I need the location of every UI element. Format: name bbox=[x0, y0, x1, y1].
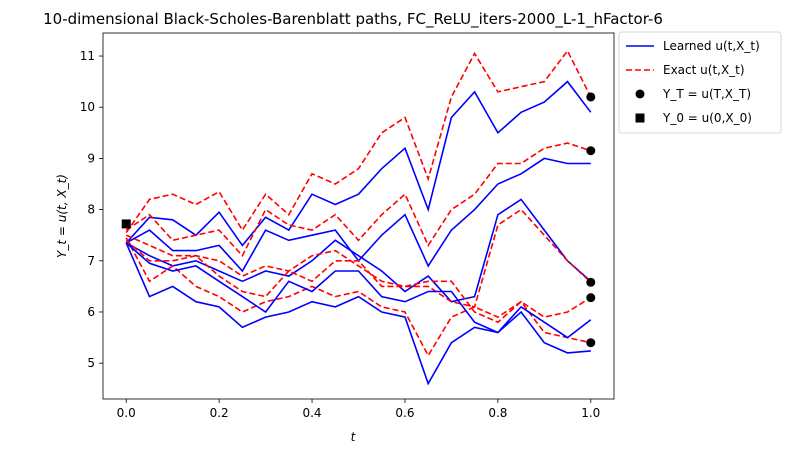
end-point-marker-1 bbox=[586, 146, 596, 156]
legend-label-2: Y_T = u(T,X_T) bbox=[662, 87, 751, 101]
series-line-learned-4 bbox=[125, 198, 592, 303]
series-line-exact-7 bbox=[125, 237, 591, 358]
legend-label-3: Y_0 = u(0,X_0) bbox=[662, 111, 752, 125]
series-line-exact-9 bbox=[125, 239, 592, 324]
series-line-exact-5 bbox=[125, 208, 592, 308]
plot-markers bbox=[121, 92, 596, 348]
series-line-learned-2 bbox=[125, 157, 591, 273]
x-axis-label: t bbox=[351, 430, 357, 444]
y-tick-label-2: 7 bbox=[87, 254, 95, 268]
x-tick-label-0: 0.0 bbox=[117, 406, 136, 420]
legend-swatch-2 bbox=[635, 89, 645, 99]
series-line-learned-0 bbox=[125, 80, 592, 247]
y-tick-label-4: 9 bbox=[87, 151, 95, 165]
legend-frame bbox=[618, 31, 782, 134]
end-point-marker-0 bbox=[586, 92, 596, 102]
x-tick-label-5: 1.0 bbox=[581, 406, 600, 420]
series-line-exact-3 bbox=[125, 142, 592, 258]
plot-frame bbox=[102, 32, 615, 400]
series-line-learned-6 bbox=[125, 242, 591, 386]
y-axis-label: Y_t = u(t, X_t) bbox=[55, 174, 69, 258]
y-tick-label-1: 6 bbox=[87, 305, 95, 319]
start-point-marker bbox=[121, 219, 131, 229]
series-line-exact-1 bbox=[125, 49, 592, 234]
y-tick-label-6: 11 bbox=[80, 49, 95, 63]
end-point-marker-4 bbox=[586, 338, 596, 348]
end-point-marker-3 bbox=[586, 293, 596, 303]
y-tick-label-3: 8 bbox=[87, 203, 95, 217]
x-axis: 0.0 0.2 0.4 0.6 0.8 1.0 bbox=[117, 399, 600, 420]
y-tick-label-0: 5 bbox=[87, 356, 95, 370]
legend-label-1: Exact u(t,X_t) bbox=[663, 63, 745, 77]
plot-lines bbox=[125, 49, 592, 386]
end-point-marker-2 bbox=[586, 277, 596, 287]
y-tick-label-5: 10 bbox=[80, 100, 95, 114]
y-axis: 5 6 7 8 9 10 11 bbox=[80, 49, 103, 370]
x-tick-label-2: 0.4 bbox=[302, 406, 321, 420]
x-tick-label-4: 0.8 bbox=[488, 406, 507, 420]
chart-title: 10-dimensional Black-Scholes-Barenblatt … bbox=[43, 10, 663, 29]
legend-swatch-3 bbox=[635, 113, 645, 123]
x-tick-label-1: 0.2 bbox=[210, 406, 229, 420]
legend: Learned u(t,X_t) Exact u(t,X_t) Y_T = u(T,… bbox=[618, 31, 782, 134]
x-tick-label-3: 0.6 bbox=[395, 406, 414, 420]
series-line-learned-8 bbox=[125, 242, 592, 339]
legend-label-0: Learned u(t,X_t) bbox=[663, 39, 760, 53]
